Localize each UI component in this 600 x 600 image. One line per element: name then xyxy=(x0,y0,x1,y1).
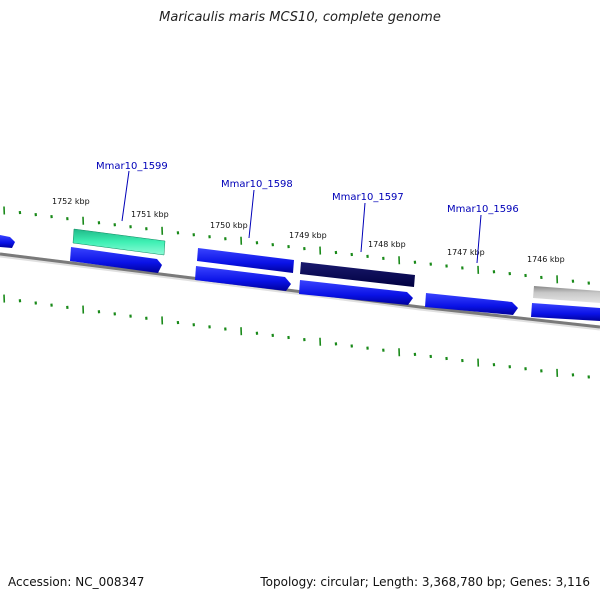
gene-label-1597[interactable]: Mmar10_1597 xyxy=(332,192,404,203)
leader-line-1599 xyxy=(121,170,130,222)
tick-label-1748: 1748 kbp xyxy=(368,240,406,249)
tick-label-1751: 1751 kbp xyxy=(131,210,169,219)
gene-reverse-3[interactable] xyxy=(299,280,413,305)
tick-label-1747: 1747 kbp xyxy=(447,248,485,257)
leader-line-1597 xyxy=(360,202,366,253)
leader-line-1598 xyxy=(248,189,255,239)
gene-label-1598[interactable]: Mmar10_1598 xyxy=(221,179,293,190)
leader-line-1596 xyxy=(476,214,482,264)
gene-arrow-edge[interactable] xyxy=(0,235,15,248)
feature-gray[interactable] xyxy=(533,286,600,303)
gene-reverse-4[interactable] xyxy=(425,293,518,315)
gene-mmar10-1598[interactable] xyxy=(197,248,294,273)
tick-label-1750: 1750 kbp xyxy=(210,221,248,230)
tick-label-1749: 1749 kbp xyxy=(289,231,327,240)
gene-reverse-1[interactable] xyxy=(70,247,162,273)
gene-reverse-5[interactable] xyxy=(531,303,600,321)
gene-mmar10-1597[interactable] xyxy=(300,262,415,287)
outer-tick-ruler xyxy=(3,206,590,285)
accession-text: Accession: NC_008347 xyxy=(8,575,145,589)
gene-label-1596[interactable]: Mmar10_1596 xyxy=(447,204,519,215)
map-title: Maricaulis maris MCS10, complete genome xyxy=(159,10,441,25)
gene-label-1599[interactable]: Mmar10_1599 xyxy=(96,161,168,172)
tick-label-1746: 1746 kbp xyxy=(527,255,565,264)
tick-label-1752: 1752 kbp xyxy=(52,197,90,206)
inner-tick-ruler xyxy=(3,294,590,379)
gene-mmar10-1599[interactable] xyxy=(72,228,166,256)
summary-text: Topology: circular; Length: 3,368,780 bp… xyxy=(260,575,590,589)
gene-reverse-2[interactable] xyxy=(195,266,291,291)
